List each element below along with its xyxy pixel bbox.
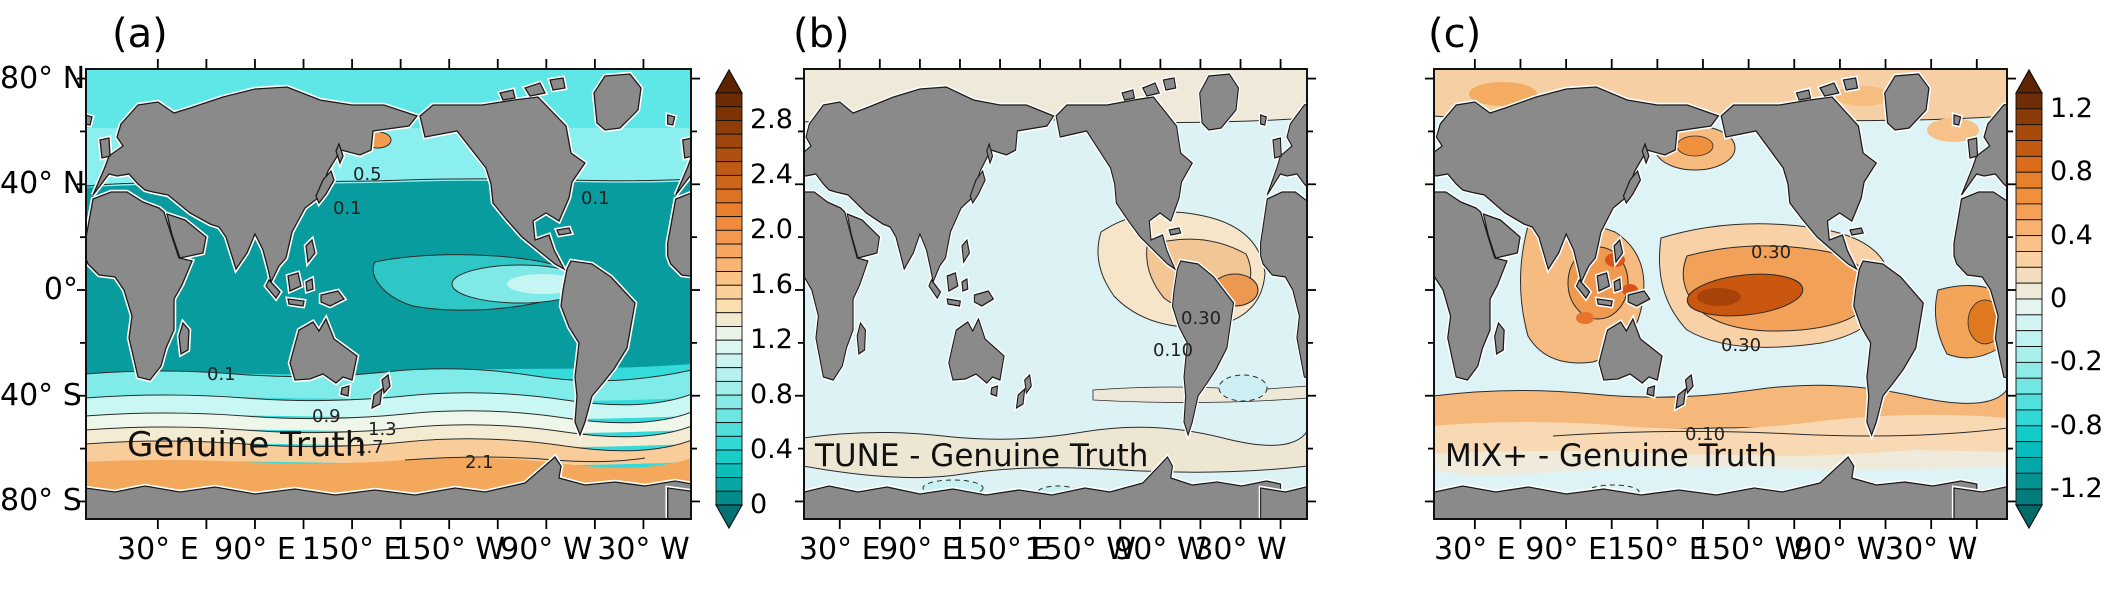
- colorbar-c: [2014, 68, 2044, 530]
- contour-label: 0.1: [333, 198, 362, 219]
- map-b-title: TUNE - Genuine Truth: [814, 438, 1148, 474]
- x-axis-label-c: 90° E: [1525, 532, 1607, 567]
- contour-label: 0.30: [1751, 242, 1791, 263]
- contour-label: 1.3: [368, 419, 397, 440]
- colorbar-a-tick-label: 1.2: [750, 324, 793, 356]
- x-axis-label-c: 150° W: [1692, 532, 1805, 567]
- contour-label: 0.9: [312, 406, 341, 427]
- x-axis-label-a: 90° E: [214, 532, 296, 567]
- map-panel-a: 0.5 0.1 0.1 0.1 0.9 1.3 1.7 2.1 Genuine …: [77, 59, 700, 529]
- colorbar-c-tick-label: 1.2: [2050, 92, 2093, 124]
- x-axis-label-b: 150° E: [949, 532, 1051, 567]
- colorbar-a-tick-label: 2.0: [750, 214, 793, 246]
- map-b-frame: [803, 68, 1308, 520]
- x-axis-label-c: 30° E: [1434, 532, 1516, 567]
- colorbar-c-tick-label: 0.8: [2050, 156, 2093, 188]
- contour-label: 0.1: [581, 188, 610, 209]
- x-axis-label-c: 90° W: [1793, 532, 1887, 567]
- colorbar-a: [714, 68, 744, 530]
- x-axis-label-a: 150° E: [301, 532, 403, 567]
- contour-label: 0.1: [207, 364, 236, 385]
- colorbar-a-tick-label: 0: [750, 489, 768, 520]
- y-axis-label: 80° S: [0, 483, 82, 519]
- contour-label: 0.30: [1721, 335, 1761, 356]
- y-axis-label: 40° S: [0, 377, 82, 413]
- colorbar-c-tick-label: 0: [2050, 283, 2068, 314]
- map-c-field: [1433, 68, 2008, 520]
- map-c-frame: [1433, 68, 2008, 520]
- colorbar-c-tick-label: -0.8: [2050, 409, 2103, 441]
- x-axis-label-b: 30° E: [798, 532, 881, 567]
- y-axis-label: 0°: [43, 272, 78, 307]
- contour-label: 2.1: [465, 452, 494, 473]
- map-a-ticks: [77, 59, 700, 529]
- x-axis-label-b: 90° W: [1114, 532, 1207, 567]
- x-axis-label-a: 150° W: [393, 532, 505, 567]
- contour-label: 0.10: [1153, 340, 1193, 361]
- x-axis-label-c: 30° W: [1884, 532, 1978, 567]
- map-panel-c: 0.30 0.30 0.10 MIX+ - Genuine Truth: [1425, 59, 2016, 529]
- colorbar-a-tick-label: 0.8: [750, 379, 793, 411]
- colorbar-a-tick-label: 1.6: [750, 269, 793, 301]
- map-panel-b: 0.30 0.10 TUNE - Genuine Truth: [795, 59, 1316, 529]
- colorbar-c-tick-label: -0.2: [2050, 346, 2103, 378]
- panel-c-label: (c): [1428, 11, 1482, 57]
- map-b-ticks: [795, 59, 1316, 529]
- contour-label: 0.10: [1685, 424, 1725, 445]
- x-axis-label-b: 30° W: [1194, 532, 1287, 567]
- panel-a-label: (a): [112, 11, 168, 57]
- y-axis-label: 40° N: [0, 166, 86, 202]
- x-axis-label-a: 30° E: [116, 532, 199, 567]
- contour-label: 0.30: [1181, 308, 1221, 329]
- x-axis-label-c: 150° E: [1606, 532, 1708, 567]
- contour-label: 0.5: [353, 164, 382, 185]
- colorbar-a-tick-label: 2.8: [750, 104, 793, 136]
- x-axis-label-b: 90° E: [879, 532, 961, 567]
- x-axis-label-a: 90° W: [500, 532, 593, 567]
- panel-b-label: (b): [793, 11, 850, 57]
- x-axis-label-a: 30° W: [597, 532, 690, 567]
- y-axis-label: 80° N: [0, 60, 86, 96]
- map-b-field: [803, 68, 1308, 520]
- colorbar-c-tick-label: -1.2: [2050, 473, 2103, 505]
- map-c-ticks: [1425, 59, 2016, 529]
- map-a-field: [85, 68, 692, 520]
- colorbar-c-tick-label: 0.4: [2050, 219, 2093, 251]
- contour-label: 1.7: [355, 437, 384, 458]
- map-c-title: MIX+ - Genuine Truth: [1445, 438, 1777, 474]
- colorbar-a-tick-label: 2.4: [750, 159, 793, 191]
- map-a-title: Genuine Truth: [127, 425, 366, 465]
- x-axis-label-b: 150° W: [1024, 532, 1136, 567]
- map-a-frame: [85, 68, 692, 520]
- colorbar-a-tick-label: 0.4: [750, 434, 793, 466]
